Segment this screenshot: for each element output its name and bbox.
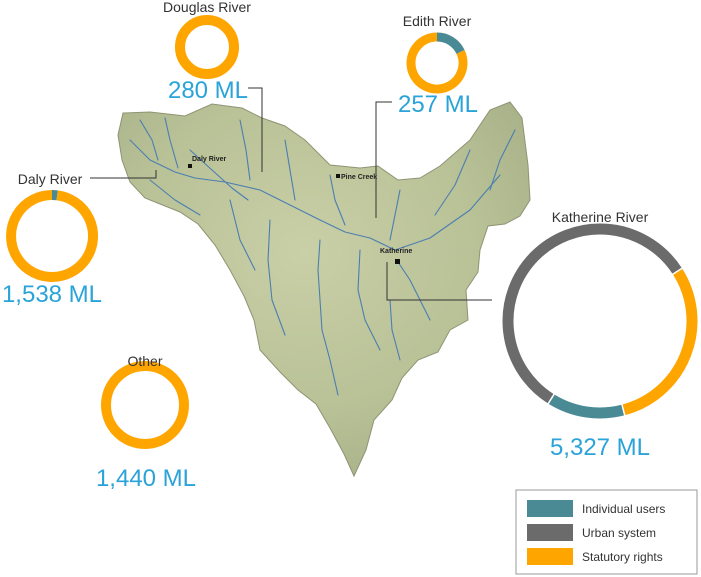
legend-items: Individual users Urban system Statutory ri… [527,500,665,565]
region-total-edith-river: 257 ML [398,91,478,118]
edith-river [329,174,346,226]
legend: Individual users Urban system Statutory ri… [515,489,698,575]
town-label-katherine: Katherine [380,248,412,255]
donut-slice-divider [620,403,626,417]
tributary-ne-2 [434,149,471,216]
region-name-edith-river: Edith River [403,13,472,29]
douglas-river [189,149,249,201]
tributary-north-4 [284,139,296,201]
tributary-south-1 [317,239,339,396]
donut-slice-katherine-river-statutory-rights [621,268,698,416]
legend-swatch-statutory-rights [527,548,573,565]
town-marker-katherine [395,259,400,264]
tributary-south-3 [357,249,381,351]
tributary-south-5 [389,299,401,361]
region-total-katherine-river: 5,327 ML [550,434,650,461]
legend-swatch-individual-users [527,500,573,517]
donut-slice-divider [671,267,684,276]
leader-katherine-river [386,262,492,301]
katherine-river [397,261,431,321]
donut-slice-divider [547,393,556,405]
leader-lines [90,87,492,301]
region-name-daly-river: Daly River [18,171,83,187]
tributary-south-2 [267,219,286,336]
river-network [129,117,516,396]
donut-chart-other: Other 1,440 ML [96,353,196,492]
tributary-ne-3 [489,129,516,191]
donut-slice-katherine-river-individual-users [548,394,625,419]
town-label-daly-river: Daly River [192,156,227,163]
donut-slice-daly-river-statutory-rights [6,190,99,282]
donut-slice-edith-river-statutory-rights [406,32,468,94]
leader-daly-river [90,170,157,179]
donut-chart-edith-river: Edith River 257 ML [398,13,478,118]
donut-slice-edith-river-individual-users [436,32,465,55]
town-marker-pine-creek [336,174,340,178]
region-total-douglas-river: 280 ML [168,77,248,104]
legend-swatch-urban-system [527,524,573,541]
tributary-west-1 [149,179,201,216]
donut-slice-other-statutory-rights [101,361,189,449]
catchment-boundary [117,101,531,478]
town-label-pine-creek: Pine Creek [341,174,377,181]
region-total-daly-river: 1,538 ML [2,281,102,308]
donut-chart-daly-river: Daly River 1,538 ML [2,171,102,308]
tributary-north-2 [164,117,179,169]
leader-douglas-river [248,87,263,172]
catchment-map: Daly River Pine Creek Katherine [117,101,531,478]
legend-label-statutory-rights: Statutory rights [582,550,663,564]
region-name-other: Other [127,353,162,369]
region-name-douglas-river: Douglas River [163,0,251,15]
leader-edith-river [375,101,392,218]
region-total-other: 1,440 ML [96,465,196,492]
donut-slice-katherine-river-urban-system [502,223,683,404]
daly-river-main [129,139,501,251]
tributary-north-1 [139,119,159,161]
donut-chart-douglas-river: Douglas River 280 ML [163,0,251,104]
donut-slice-douglas-river-statutory-rights [175,15,239,79]
legend-label-urban-system: Urban system [582,526,656,540]
tributary-ne-1 [389,189,401,241]
town-marker-daly-river [188,164,192,168]
donut-chart-katherine-river: Katherine River 5,327 ML [502,209,698,461]
legend-label-individual-users: Individual users [582,502,665,516]
tributary-north-3 [239,119,251,181]
region-name-katherine-river: Katherine River [552,209,649,225]
tributary-south-4 [229,199,256,271]
